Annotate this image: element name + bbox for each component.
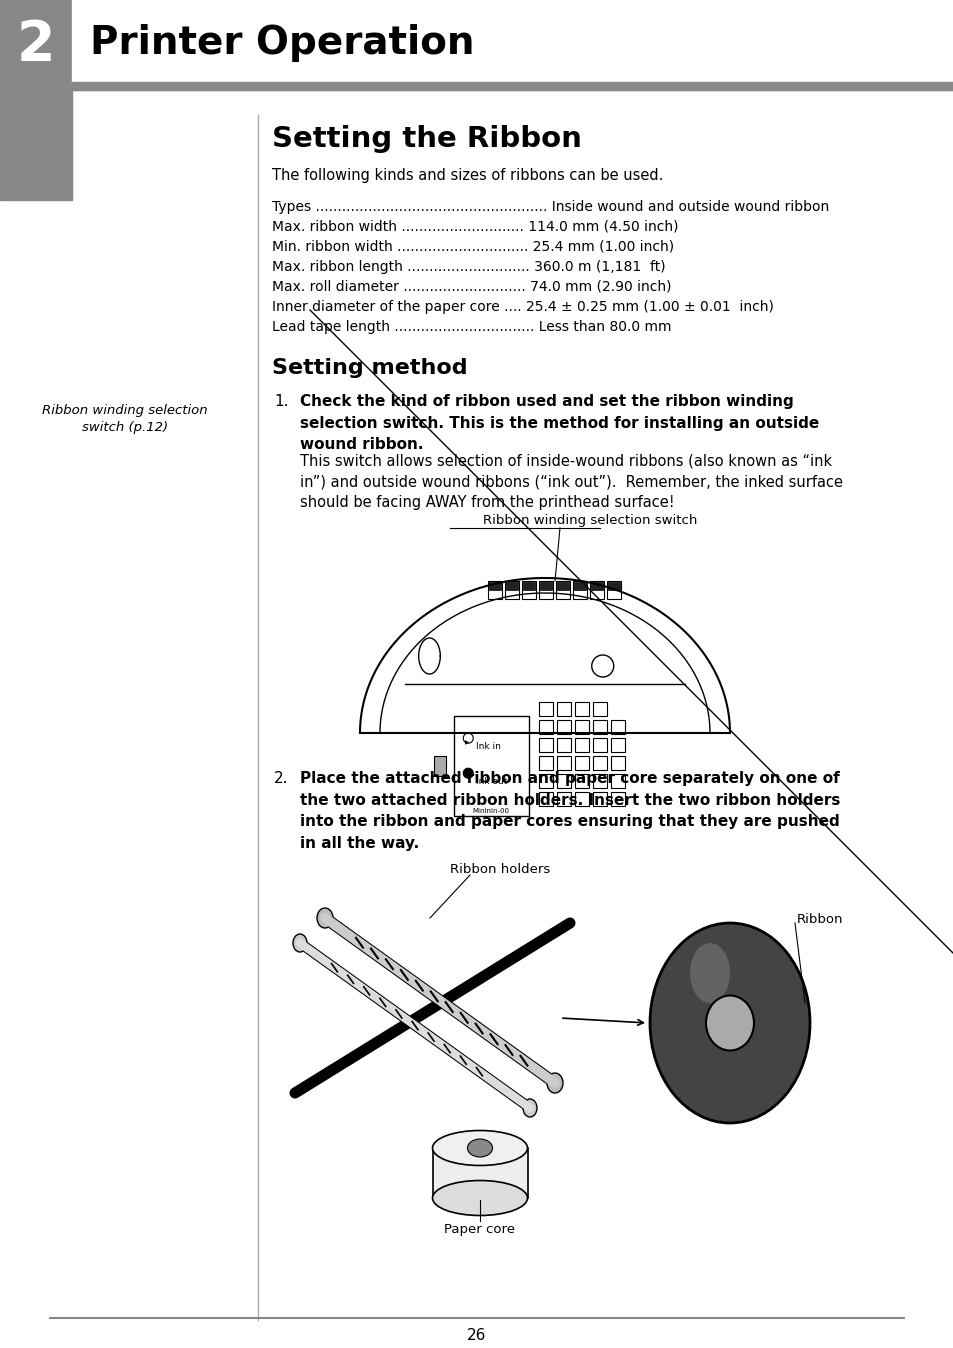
Bar [575,720,589,735]
Bar [575,793,589,806]
Bar [538,720,553,735]
Bar [608,582,619,590]
Bar [593,756,607,770]
Bar [557,720,571,735]
Ellipse shape [432,1131,527,1166]
Bar [590,581,604,599]
Bar [434,756,446,776]
Text: Ink in: Ink in [476,743,500,751]
Bar [573,581,587,599]
Ellipse shape [689,944,729,1003]
Bar [71,82,953,90]
Bar [538,739,553,752]
Ellipse shape [522,1099,537,1117]
Bar [71,0,953,90]
Bar [523,582,535,590]
Circle shape [463,733,473,743]
Text: 1.: 1. [274,394,288,408]
Bar [575,756,589,770]
Bar [505,581,519,599]
Circle shape [463,768,473,778]
Text: Setting method: Setting method [272,359,467,377]
Ellipse shape [467,1139,492,1157]
Bar [557,756,571,770]
Bar [557,702,571,716]
Bar [540,582,552,590]
Text: Ribbon winding selection
switch (p.12): Ribbon winding selection switch (p.12) [42,404,208,434]
Bar [593,793,607,806]
Text: Max. ribbon length ............................ 360.0 m (1,181  ft): Max. ribbon length .....................… [272,260,665,274]
Text: Types ..................................................... Inside wound and out: Types ..................................… [272,200,828,214]
Bar [611,793,624,806]
Text: ▶: ▶ [465,740,469,745]
Text: Ribbon holders: Ribbon holders [450,863,550,876]
Bar [489,582,501,590]
Text: Setting the Ribbon: Setting the Ribbon [272,125,581,154]
Bar [611,774,624,789]
Bar [575,774,589,789]
Ellipse shape [546,1073,562,1093]
Bar [593,702,607,716]
Text: Inner diameter of the paper core .... 25.4 ± 0.25 mm (1.00 ± 0.01  inch): Inner diameter of the paper core .... 25… [272,301,773,314]
Text: Paper core: Paper core [444,1223,515,1236]
Text: Ribbon winding selection switch: Ribbon winding selection switch [482,514,697,527]
Bar [557,793,571,806]
Text: Min. ribbon width .............................. 25.4 mm (1.00 inch): Min. ribbon width ......................… [272,240,674,253]
Bar [557,774,571,789]
Bar [556,581,570,599]
Text: Max. ribbon width ............................ 114.0 mm (4.50 inch): Max. ribbon width ......................… [272,220,678,235]
Text: Lead tape length ................................ Less than 80.0 mm: Lead tape length .......................… [272,319,671,334]
Bar [593,774,607,789]
Bar [575,739,589,752]
Bar [538,702,553,716]
Text: 2: 2 [16,18,55,71]
Bar [488,581,502,599]
Bar [539,581,553,599]
Bar [611,739,624,752]
Bar [522,581,536,599]
Text: Check the kind of ribbon used and set the ribbon winding
selection switch. This : Check the kind of ribbon used and set th… [299,394,819,452]
Text: This switch allows selection of inside-wound ribbons (also known as “ink
in”) an: This switch allows selection of inside-w… [299,454,842,510]
Ellipse shape [649,923,809,1123]
Text: Place the attached ribbon and paper core separately on one of
the two attached r: Place the attached ribbon and paper core… [299,771,840,851]
Bar [611,720,624,735]
Bar [71,0,953,82]
Text: The following kinds and sizes of ribbons can be used.: The following kinds and sizes of ribbons… [272,168,662,183]
Ellipse shape [432,1181,527,1216]
Bar [557,582,569,590]
Bar [591,582,603,590]
Bar [607,581,620,599]
Bar [433,1148,527,1198]
Bar [611,756,624,770]
Bar [454,716,529,816]
Text: Ribbon: Ribbon [796,913,842,926]
Bar [538,793,553,806]
Text: Max. roll diameter ............................ 74.0 mm (2.90 inch): Max. roll diameter .....................… [272,280,671,294]
Text: Mininin-00: Mininin-00 [473,809,509,814]
Bar [593,720,607,735]
Bar [0,90,71,200]
Text: 26: 26 [467,1329,486,1344]
Bar [557,739,571,752]
Text: Ink out: Ink out [476,778,507,786]
Bar [593,739,607,752]
Ellipse shape [293,934,307,952]
Ellipse shape [705,996,753,1050]
Bar [574,582,586,590]
Bar [575,702,589,716]
Text: 2.: 2. [274,771,288,786]
Text: Printer Operation: Printer Operation [90,24,474,62]
Bar [538,774,553,789]
Ellipse shape [316,909,333,927]
Bar [0,0,71,90]
Bar [538,756,553,770]
Bar [506,582,518,590]
